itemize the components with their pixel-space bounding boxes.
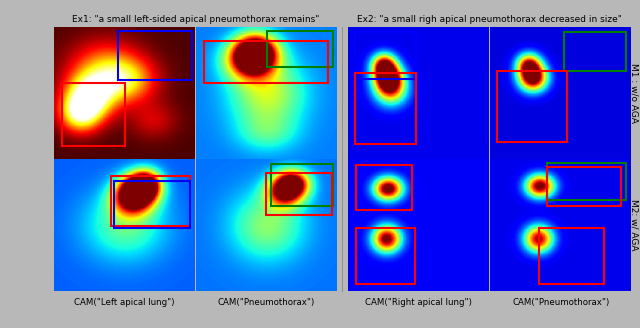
Bar: [547, 167, 621, 206]
Bar: [204, 41, 328, 83]
Bar: [564, 32, 626, 71]
Bar: [356, 165, 415, 213]
Bar: [355, 72, 417, 144]
Bar: [114, 181, 189, 229]
Bar: [267, 31, 333, 67]
Bar: [539, 229, 604, 284]
Bar: [266, 173, 332, 215]
Text: CAM("Pneumothorax"): CAM("Pneumothorax"): [218, 298, 315, 307]
Text: M2: w/ AGA: M2: w/ AGA: [630, 199, 639, 251]
Text: CAM("Left apical lung"): CAM("Left apical lung"): [74, 298, 175, 307]
Text: M1 : w/o AGA: M1 : w/o AGA: [630, 63, 639, 123]
Text: Ex1: "a small left-sided apical pneumothorax remains": Ex1: "a small left-sided apical pneumoth…: [72, 15, 319, 24]
Text: Ex2: "a small righ apical pneumothorax decreased in size": Ex2: "a small righ apical pneumothorax d…: [357, 15, 622, 24]
Text: CAM("Pneumothorax"): CAM("Pneumothorax"): [512, 298, 609, 307]
Bar: [111, 176, 189, 226]
Bar: [355, 32, 417, 79]
Bar: [271, 164, 333, 206]
Bar: [61, 83, 125, 146]
Bar: [497, 71, 567, 142]
Text: CAM("Right apical lung"): CAM("Right apical lung"): [365, 298, 472, 307]
Bar: [356, 229, 415, 284]
Bar: [547, 163, 626, 199]
Bar: [356, 165, 412, 210]
Bar: [118, 31, 193, 80]
